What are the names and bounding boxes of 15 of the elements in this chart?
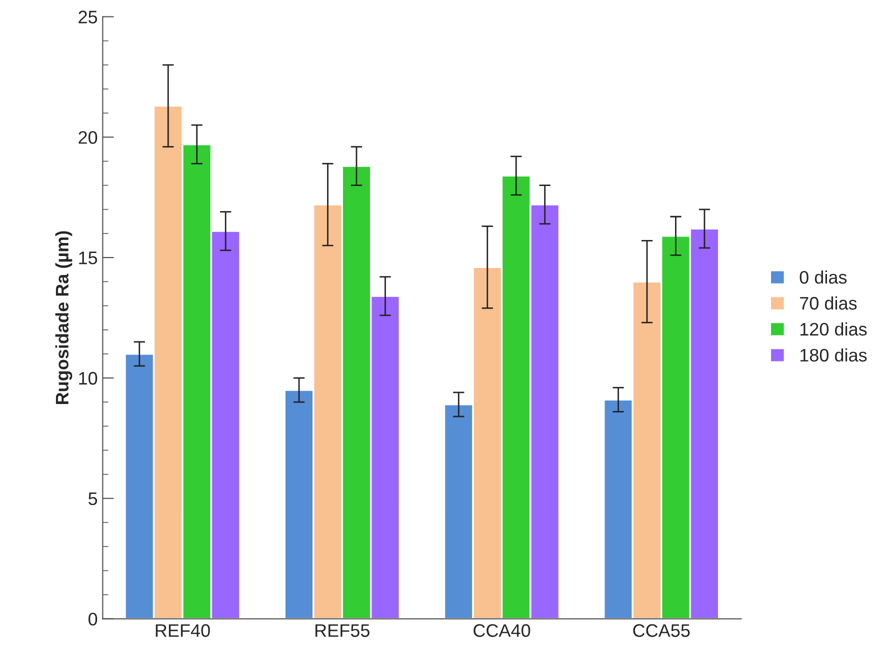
y-axis-title: Rugosidade Ra (µm) (55, 231, 72, 404)
legend-label: 0 dias (800, 270, 847, 284)
legend-label: 180 dias (800, 348, 867, 362)
y-tick-label: 20 (78, 131, 98, 144)
y-tick-label: 5 (88, 492, 98, 506)
x-tick-label: REF40 (156, 624, 210, 637)
x-tick-label: CCA55 (633, 624, 690, 637)
y-tick-label: 15 (79, 252, 98, 264)
x-tick-label: REF55 (316, 624, 370, 637)
y-tick-label: 25 (78, 10, 98, 24)
y-tick-label: 0 (88, 612, 98, 626)
legend-label: 70 dias (800, 296, 857, 310)
legend-label: 120 dias (800, 322, 867, 336)
x-tick-label: CCA40 (474, 624, 530, 637)
y-tick-label: 10 (79, 372, 98, 385)
